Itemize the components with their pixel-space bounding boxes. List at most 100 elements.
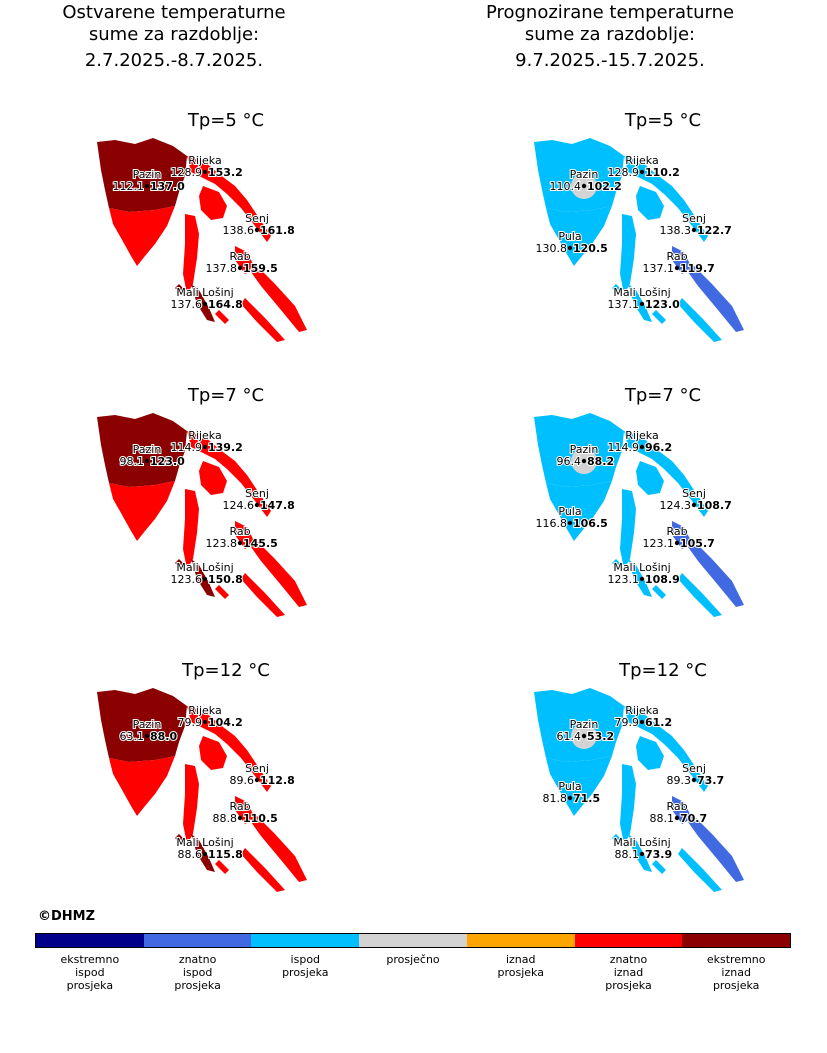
station-dot — [144, 458, 150, 464]
station-name: Senj — [682, 212, 706, 225]
losinj-island — [628, 284, 652, 322]
coastal-region — [624, 431, 708, 517]
station-name: Rijeka — [625, 429, 658, 442]
legend-labels: ekstremno ispod prosjeka znatno ispod prosjek… — [36, 953, 790, 992]
station-name: Rab — [229, 525, 250, 538]
pag-island — [688, 539, 744, 607]
station-average-value: 88.6 — [178, 848, 203, 861]
station-dot — [202, 851, 208, 857]
station-average-value: 63.1 — [120, 730, 145, 743]
legend-label-line: prosječno — [386, 953, 440, 966]
station-temperature-sum: 159.5 — [243, 262, 278, 275]
istria-north-region — [97, 413, 187, 487]
station-dot — [237, 815, 243, 821]
station-average-value: 137.8 — [206, 262, 238, 275]
southern-coast-strip — [678, 573, 722, 617]
legend-label-line: prosjeka — [497, 966, 544, 979]
forecast-title-line1: Prognozirane temperaturne — [485, 2, 735, 23]
station-temperature-sum: 153.2 — [208, 166, 243, 179]
coastal-region — [187, 706, 271, 792]
legend-label-line: iznad — [613, 966, 644, 979]
station-temperature-sum: 120.5 — [573, 242, 608, 255]
station-average-value: 114.9 — [171, 441, 203, 454]
southern-coast-strip — [678, 298, 722, 342]
station-name: Mali Lošinj — [613, 561, 670, 574]
station-dot — [202, 576, 208, 582]
station-dot — [674, 265, 680, 271]
panel-title: Tp=5 °C — [624, 110, 702, 131]
station-dot — [639, 301, 645, 307]
losinj-island — [191, 834, 215, 872]
station-average-value: 89.3 — [667, 774, 692, 787]
coastal-region — [624, 706, 708, 792]
krk-island — [636, 186, 664, 220]
station-temperature-sum: 147.8 — [260, 499, 295, 512]
legend-label-line: prosjeka — [174, 979, 221, 992]
station-average-value: 114.9 — [608, 441, 640, 454]
station-name: Pazin — [570, 718, 599, 731]
station-temperature-sum: 105.7 — [680, 537, 715, 550]
station-dot — [639, 169, 645, 175]
coastal-region — [187, 156, 271, 242]
legend-label: ekstremno iznad prosjeka — [682, 953, 790, 992]
krk-island — [636, 736, 664, 770]
forecast-title-line2: sume za razdoblje: — [524, 24, 696, 45]
station-name: Mali Lošinj — [613, 836, 670, 849]
cres-island — [620, 764, 636, 844]
station-dot — [254, 502, 260, 508]
panel-title: Tp=12 °C — [619, 660, 707, 681]
station-dot — [202, 719, 208, 725]
station-dot — [144, 733, 150, 739]
small-island — [652, 310, 666, 324]
coastal-region — [187, 431, 271, 517]
station-average-value: 137.1 — [608, 298, 640, 311]
station-name: Mali Lošinj — [176, 561, 233, 574]
legend-color-segment — [251, 934, 360, 947]
station-temperature-sum: 150.8 — [208, 573, 243, 586]
station-average-value: 79.9 — [178, 716, 203, 729]
pag-island — [688, 814, 744, 882]
station-temperature-sum: 123.0 — [645, 298, 680, 311]
small-island — [215, 585, 229, 599]
legend-color-segment — [574, 934, 683, 947]
station-dot — [674, 815, 680, 821]
station-temperature-sum: 108.7 — [697, 499, 732, 512]
station-temperature-sum: 106.5 — [573, 517, 608, 530]
station-temperature-sum: 102.2 — [587, 180, 622, 193]
station-name: Pula — [558, 505, 581, 518]
krk-island — [199, 186, 227, 220]
southern-coast-strip — [241, 573, 285, 617]
legend-label: ekstremno ispod prosjeka — [36, 953, 144, 992]
station-dot — [202, 301, 208, 307]
station-dot — [567, 795, 573, 801]
forecast-date-range: 9.7.2025.-15.7.2025. — [515, 50, 705, 71]
station-average-value: 79.9 — [615, 716, 640, 729]
station-temperature-sum: 108.9 — [645, 573, 680, 586]
observed-title-line2: sume za razdoblje: — [88, 24, 260, 45]
small-island — [612, 834, 622, 844]
station-average-value: 128.9 — [171, 166, 203, 179]
station-name: Rab — [666, 525, 687, 538]
station-temperature-sum: 164.8 — [208, 298, 243, 311]
legend-label-line: iznad — [721, 966, 751, 979]
legend-label: prosječno — [359, 953, 467, 992]
station-dot — [254, 227, 260, 233]
station-average-value: 123.6 — [171, 573, 203, 586]
istria-south-region — [546, 206, 612, 266]
station-dot — [202, 444, 208, 450]
station-temperature-sum: 123.0 — [150, 455, 185, 468]
legend-label-line: ispod — [182, 966, 213, 979]
